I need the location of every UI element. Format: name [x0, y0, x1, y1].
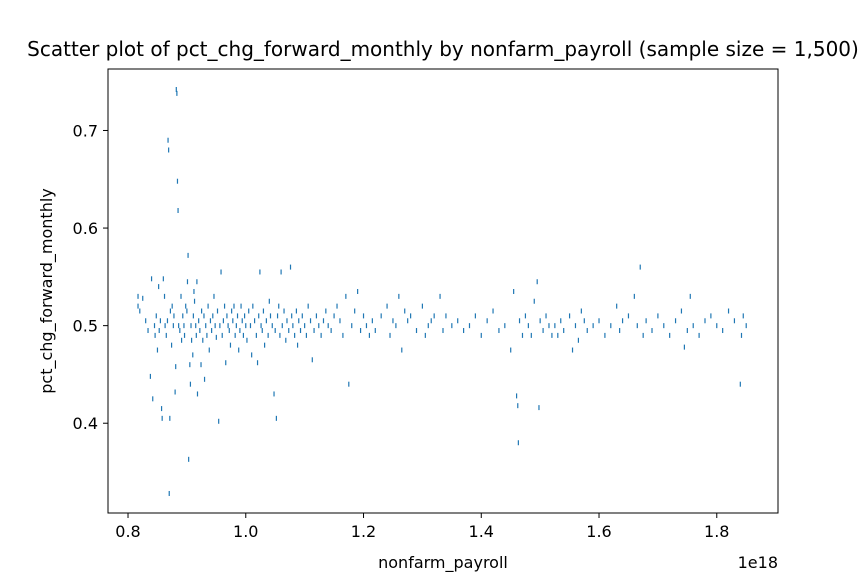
- y-axis: 0.4 0.5 0.6 0.7: [73, 121, 108, 433]
- x-tick-label: 0.8: [115, 522, 140, 541]
- x-tick-label: 1.0: [233, 522, 258, 541]
- y-tick-label: 0.7: [73, 121, 98, 140]
- x-tick-label: 1.8: [704, 522, 729, 541]
- y-axis-label: pct_chg_forward_monthly: [37, 188, 57, 394]
- x-tick-label: 1.6: [586, 522, 611, 541]
- x-tick-label: 1.2: [351, 522, 376, 541]
- x-tick-label: 1.4: [469, 522, 494, 541]
- scatter-points: [137, 86, 747, 496]
- y-tick-label: 0.5: [73, 317, 98, 336]
- x-axis-label: nonfarm_payroll: [378, 553, 508, 573]
- chart-title: Scatter plot of pct_chg_forward_monthly …: [27, 37, 859, 61]
- x-axis: 0.8 1.0 1.2 1.4 1.6 1.8: [115, 513, 729, 541]
- plot-frame: [107, 68, 779, 514]
- y-tick-label: 0.4: [73, 414, 98, 433]
- x-axis-offset-label: 1e18: [738, 553, 778, 572]
- y-tick-label: 0.6: [73, 219, 98, 238]
